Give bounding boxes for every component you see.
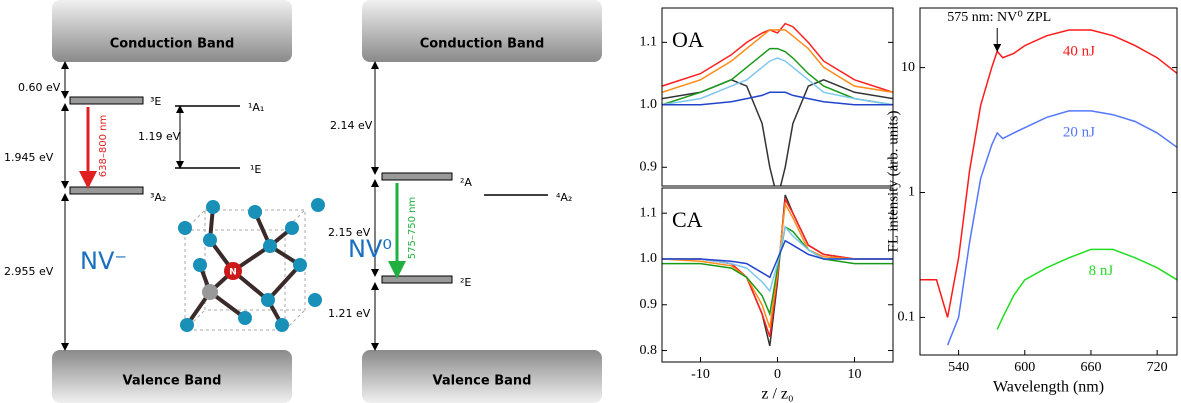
series-line [662,22,893,94]
band-label: Conduction Band [420,37,545,52]
x-tick-label: 10 [848,367,862,382]
x-tick-label: 600 [1014,360,1035,375]
series-group [662,194,893,347]
y-tick-label: 10 [901,60,915,75]
level-label: ³A₂ [150,191,166,204]
series-line [946,110,1177,346]
x-tick-label: 0 [774,367,781,382]
series-label: 40 nJ [1063,43,1095,59]
series-line [662,47,893,106]
atom-label: N [229,268,237,278]
series-line [662,225,893,317]
y-tick-label: 0.9 [640,297,658,312]
energy-label: 0.60 eV [18,81,61,94]
level-label: ¹A₁ [248,101,264,114]
y-tick-label: 1.0 [640,251,658,266]
annotation: 575 nm: NV⁰ ZPL [947,10,1051,25]
plot-frame [919,7,1178,356]
y-tick-label: 1.1 [640,35,658,50]
plot-frame [661,187,894,363]
energy-label: 2.955 eV [4,265,54,278]
level [381,172,453,181]
y-tick-label: 0.8 [640,343,658,358]
series-line [662,57,893,106]
charts: 0.9 1.0 1.1 OA 0.8 0.9 1.0 1.1 -10 0 10 CA z / z₀ 0.1… [640,7,1178,403]
conduction-band [52,0,292,62]
level [69,186,144,195]
y-axis-label: FL intensity (arb. units) [885,111,901,253]
chart: 0.8 0.9 1.0 1.1 -10 0 10 CA z / z₀ [640,187,894,403]
level-label: ⁴A₂ [556,191,572,204]
series-group [920,29,1177,346]
energy-label: 2.14 eV [330,119,373,132]
energy-label: 1.19 eV [138,130,181,143]
energy-label: 2.15 eV [328,226,371,239]
series-line [662,239,893,279]
nv-minus-diagram: Conduction Band Valence Band ³E ³A₂ ¹A₁ … [4,0,325,403]
plot-frame [661,7,894,187]
level-label: ³E [150,95,161,108]
x-axis-label: z / z₀ [761,386,793,403]
band-label: Conduction Band [110,37,235,52]
series-line [662,201,893,328]
nv-zero-diagram: Conduction Band Valence Band ²A ²E ⁴A₂ 2… [328,0,602,403]
energy-arrows [61,61,184,351]
series-line [920,29,1177,318]
series-line [662,29,893,94]
y-tick-label: 1.0 [640,97,658,112]
level-label: ²E [460,276,471,289]
x-tick-label: -10 [691,367,710,382]
series-label: 8 nJ [1089,263,1114,279]
series-group [662,22,893,186]
x-axis-label: Wavelength (nm) [993,379,1104,396]
band-label: Valence Band [123,374,222,389]
level-label: ²A [460,176,472,189]
series-line [996,248,1177,330]
conduction-band [362,0,602,62]
energy-label: 1.945 eV [4,151,54,164]
y-tick-label: 1.1 [640,205,658,220]
panel-title: OA [672,27,704,52]
panel-title: CA [672,207,703,232]
energy-label: 1.21 eV [328,307,371,320]
y-tick-label: 0.1 [898,310,916,325]
center-name: NV⁻ [80,247,127,275]
transition-label: 638–800 nm [98,115,109,177]
center-name: NV⁰ [348,235,392,263]
crystal: N [178,198,325,332]
series-line [662,91,893,106]
series-label: 20 nJ [1063,124,1095,140]
chart: 0.1 1 10 540 600 660 720 40 nJ 20 nJ 8 nJ Waveleng… [885,7,1178,396]
transition-label: 575–750 nm [407,197,418,259]
x-tick-label: 720 [1147,360,1168,375]
valence-band [362,350,602,403]
x-tick-label: 660 [1080,360,1101,375]
level [381,275,453,284]
y-tick-label: 0.9 [640,159,658,174]
band-label: Valence Band [433,374,532,389]
level [69,96,144,105]
valence-band [52,350,292,403]
chart: 0.9 1.0 1.1 OA [640,7,894,187]
level-label: ¹E [250,163,261,176]
x-tick-label: 540 [948,360,969,375]
series-line [662,78,893,186]
y-tick-label: 1 [908,185,915,200]
